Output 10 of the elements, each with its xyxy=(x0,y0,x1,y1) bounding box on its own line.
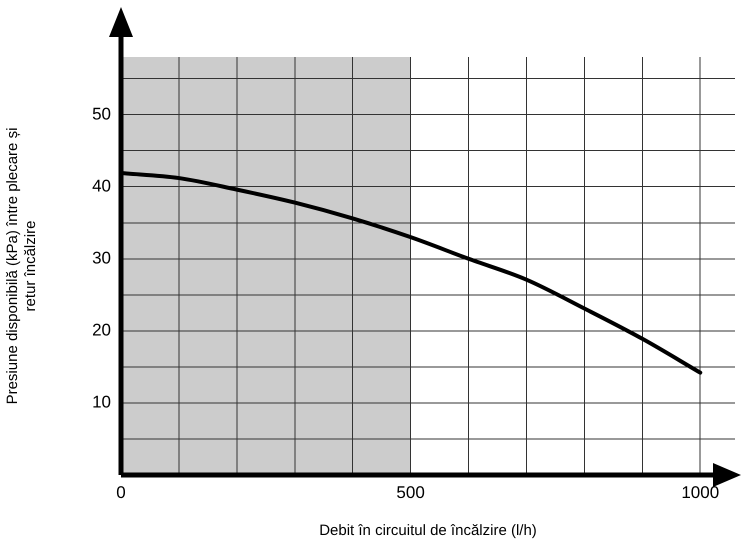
y-tick-label: 30 xyxy=(92,248,111,268)
x-tick-label: 1000 xyxy=(681,482,720,502)
y-axis-title: Presiune disponibilă (kPa) între plecare și retur încălzire xyxy=(4,128,40,404)
y-tick-label: 10 xyxy=(92,392,111,412)
y-tick-label: 40 xyxy=(92,176,111,196)
x-axis-title: Debit în circuitul de încălzire (l/h) xyxy=(319,522,537,540)
x-tick-label: 500 xyxy=(396,482,425,502)
y-tick-label: 50 xyxy=(92,104,111,124)
x-tick-label: 0 xyxy=(116,482,126,502)
y-tick-label: 20 xyxy=(92,320,111,340)
